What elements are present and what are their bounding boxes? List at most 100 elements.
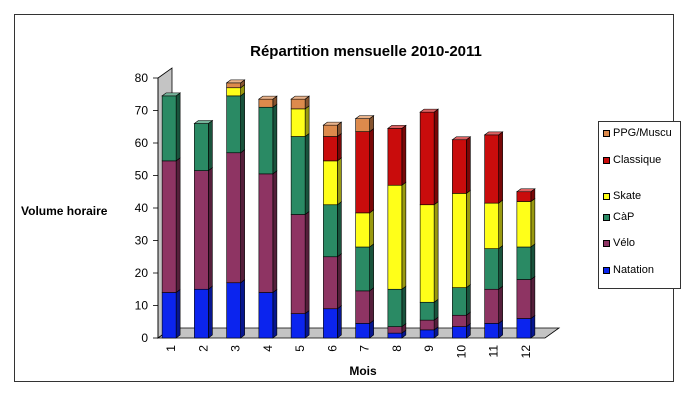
x-tick-label: 6	[325, 345, 339, 352]
bar-segment	[290, 313, 306, 339]
bar-segment	[323, 160, 338, 206]
bar-segment	[355, 118, 370, 132]
x-tick-label: 10	[454, 345, 468, 359]
bar-side	[175, 157, 181, 294]
bar-side	[498, 199, 503, 250]
bar-side	[401, 285, 407, 328]
bar-side	[337, 305, 342, 339]
bar-segment	[452, 139, 467, 194]
bar-side	[433, 298, 439, 321]
bar-segment	[452, 287, 467, 316]
bar-segment	[194, 170, 209, 290]
bars	[161, 79, 536, 339]
legend-swatch	[603, 267, 610, 274]
bar-side	[240, 92, 245, 154]
bar-segment	[323, 124, 338, 137]
bar-segment	[226, 82, 241, 89]
bar-segment	[323, 204, 338, 258]
x-tick-label: 3	[229, 345, 243, 352]
x-tick-label: 1	[164, 345, 178, 352]
x-tick-label: 5	[293, 345, 307, 352]
bar-top	[322, 121, 343, 126]
y-axis: 0 10 20 30 40 50 60 70 80	[135, 71, 159, 345]
bar-side	[498, 245, 503, 290]
bar-segment	[387, 184, 403, 290]
legend-swatch	[603, 214, 610, 221]
bar-side	[401, 181, 407, 290]
bar-side	[466, 136, 471, 194]
bar-segment	[484, 202, 499, 249]
chart-frame: 0 10 20 30 40 50 60 70 80 1 2 3 4 5 6 7 8 9 10 11 12 Répart…	[14, 14, 681, 382]
bar-segment	[226, 95, 241, 154]
x-tick-label: 8	[390, 345, 404, 352]
bar-side	[466, 189, 471, 289]
bar-top	[386, 125, 407, 129]
bar-segment	[323, 136, 338, 162]
y-tick-label: 0	[141, 331, 148, 345]
y-tick-label: 10	[135, 299, 149, 313]
y-axis-title: Volume horaire	[21, 204, 108, 218]
bar-segment	[387, 332, 403, 339]
bar-segment	[226, 282, 241, 339]
bar-segment	[484, 248, 499, 290]
bar-segment	[161, 95, 177, 162]
bar-segment	[290, 214, 306, 314]
bar-segment	[387, 128, 403, 186]
bar-side	[498, 131, 503, 204]
bar-side	[337, 201, 342, 258]
legend-swatch	[603, 157, 610, 164]
y-tick-label: 60	[135, 136, 149, 150]
y-tick-label: 40	[135, 201, 149, 215]
bar-segment	[355, 323, 370, 339]
bar-segment	[226, 87, 241, 97]
chart-title: Répartition mensuelle 2010-2011	[250, 43, 482, 60]
legend: PPG/Muscu Classique Skate CàP Vélo Natation	[598, 121, 681, 289]
bar-side	[433, 108, 439, 206]
bar-side	[304, 105, 310, 138]
legend-swatch	[603, 130, 610, 137]
bar-segment	[419, 111, 435, 206]
bar-top	[419, 108, 440, 113]
bar-side	[208, 285, 213, 339]
bar-segment	[516, 279, 532, 319]
bar-side	[304, 132, 310, 216]
bar-segment	[484, 134, 499, 204]
bar-segment	[484, 288, 499, 324]
x-axis: 1 2 3 4 5 6 7 8 9 10 11 12	[164, 345, 533, 359]
bar-top	[161, 92, 182, 97]
bar-segment	[355, 290, 370, 324]
bar-segment	[387, 326, 403, 334]
bar-side	[530, 314, 536, 339]
bar-side	[240, 149, 245, 284]
bar-segment	[516, 201, 532, 248]
bar-segment	[452, 326, 467, 339]
bar-segment	[452, 314, 467, 327]
legend-swatch	[603, 193, 610, 200]
bar-side	[530, 275, 536, 320]
x-tick-label: 11	[487, 345, 501, 358]
bar-side	[466, 284, 471, 316]
bar-segment	[452, 193, 467, 288]
bar-side	[401, 124, 407, 186]
bar-segment	[258, 98, 274, 108]
bar-segment	[355, 131, 370, 214]
bar-side	[433, 201, 439, 303]
bar-segment	[290, 136, 306, 215]
bar-side	[272, 103, 278, 175]
bar-top	[225, 79, 246, 84]
bar-side	[175, 92, 181, 162]
bar-segment	[226, 152, 241, 284]
bar-segment	[419, 319, 435, 331]
bar-segment	[194, 123, 209, 171]
bar-side	[304, 210, 310, 315]
bar-segment	[194, 288, 209, 339]
bar-side	[272, 288, 278, 339]
legend-label: Classique	[613, 154, 662, 166]
bar-top	[483, 131, 504, 136]
x-axis-title: Mois	[349, 364, 377, 378]
bar-side	[208, 119, 213, 172]
bar-segment	[419, 329, 435, 339]
bar-segment	[516, 318, 532, 339]
legend-label: Natation	[613, 264, 654, 276]
bar-segment	[323, 256, 338, 310]
